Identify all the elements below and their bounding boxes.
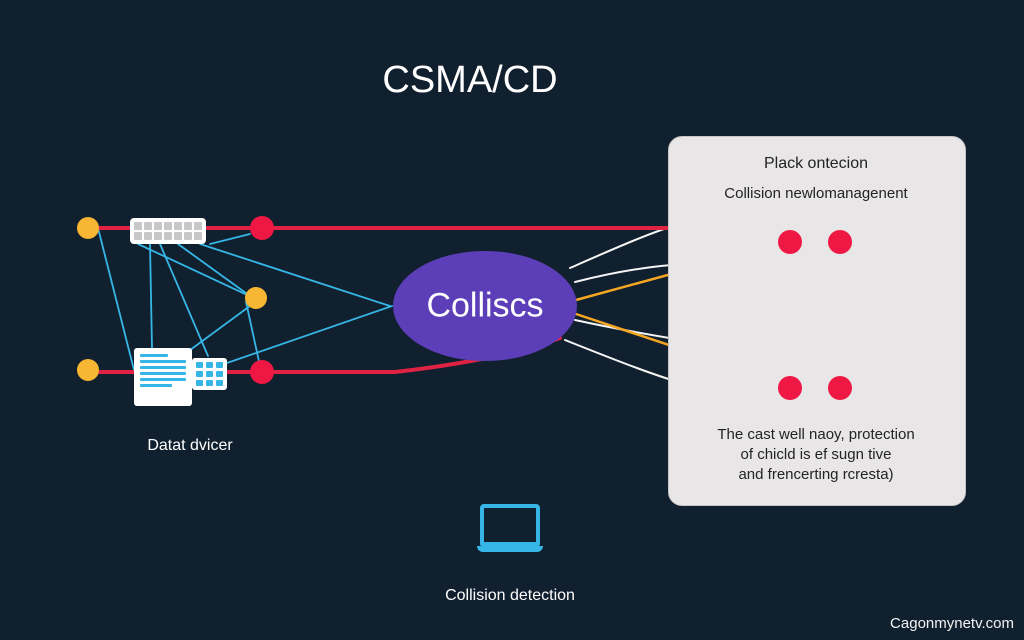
diagram-stage: CSMA/CD Plack ontecion Collision newloma… [0,0,1024,640]
panel-red-dot [828,376,852,400]
panel-red-dot [778,230,802,254]
watermark: Cagonmynetv.com [890,615,1014,632]
panel-red-dot [828,230,852,254]
collision-detection-label: Collision detection [445,587,575,605]
amber-dot [77,217,99,239]
laptop-icon [475,504,545,552]
amber-dot [245,287,267,309]
red-dot [250,216,274,240]
panel-red-dot [778,376,802,400]
collision-blob-label: Colliscs [426,287,543,326]
red-dot [250,360,274,384]
amber-dot [77,359,99,381]
